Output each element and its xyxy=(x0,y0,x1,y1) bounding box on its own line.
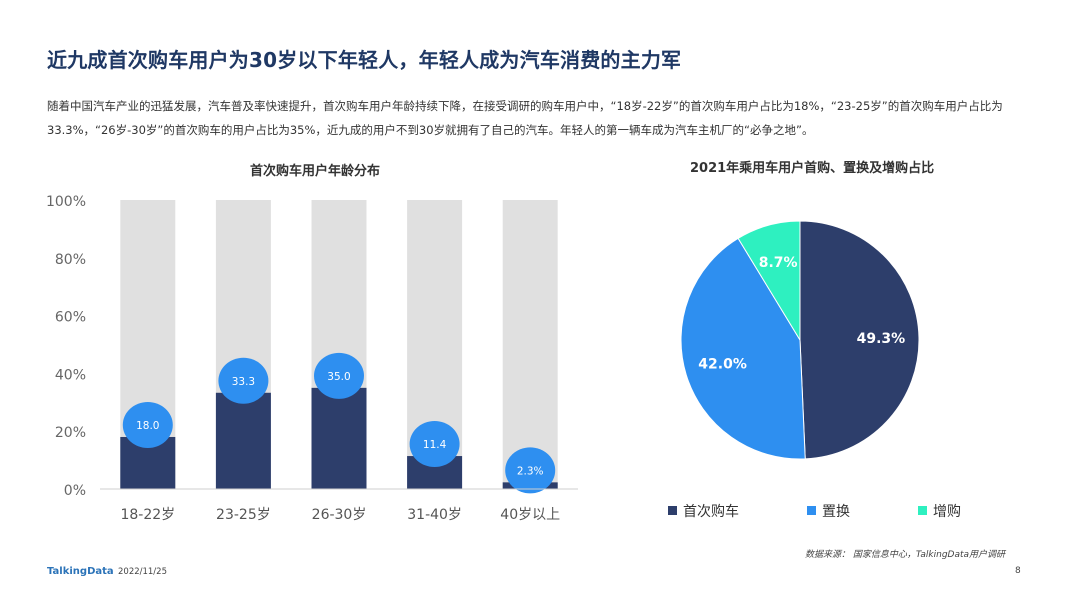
y-tick-label: 60% xyxy=(55,310,86,326)
data-label: 35.0 xyxy=(327,371,350,383)
legend-swatch xyxy=(668,506,677,515)
x-tick-label: 18-22岁 xyxy=(120,507,175,523)
data-source: 数据来源： 国家信息中心，TalkingData用户调研 xyxy=(805,550,1006,560)
data-label: 18.0 xyxy=(136,420,159,432)
data-label-bubble xyxy=(314,352,364,399)
y-tick-label: 80% xyxy=(55,252,86,268)
bar xyxy=(311,387,367,489)
y-tick-label: 0% xyxy=(64,483,86,499)
legend-label: 置换 xyxy=(822,504,850,520)
bar-background xyxy=(502,200,558,489)
legend-item-replacement: 置换 xyxy=(807,501,850,521)
data-label-bubble xyxy=(122,401,173,448)
pie-slice xyxy=(737,220,801,342)
x-tick-label: 40岁以上 xyxy=(500,507,560,523)
y-tick-label: 40% xyxy=(55,367,86,383)
data-label-bubble xyxy=(505,447,556,494)
talkingdata-logo: TalkingData xyxy=(47,566,114,577)
x-tick-label: 23-25岁 xyxy=(216,507,271,523)
pie-slice-label: 8.7% xyxy=(759,255,798,271)
data-label: 33.3 xyxy=(232,376,255,388)
legend-swatch xyxy=(918,506,927,515)
data-label: 2.3% xyxy=(517,465,544,477)
pie-slice xyxy=(799,220,920,460)
bar-chart-title: 首次购车用户年龄分布 xyxy=(250,164,381,179)
x-tick-label: 26-30岁 xyxy=(312,507,367,523)
legend-item-additional: 增购 xyxy=(918,501,961,521)
legend-label: 增购 xyxy=(933,504,961,520)
x-tick-label: 31-40岁 xyxy=(407,507,462,523)
data-label-bubble xyxy=(409,421,460,468)
y-tick-label: 20% xyxy=(55,425,86,441)
page-number: 8 xyxy=(1015,566,1021,576)
page-description: 随着中国汽车产业的迅猛发展，汽车普及率快速提升，首次购车用户年龄持续下降，在接受… xyxy=(47,99,1003,137)
pie-slice-label: 49.3% xyxy=(857,331,906,347)
pie-chart-title: 2021年乘用车用户首购、置换及增购占比 xyxy=(690,161,935,176)
legend-label: 首次购车 xyxy=(683,504,739,520)
data-label: 11.4 xyxy=(423,439,447,451)
data-label-bubble xyxy=(218,357,269,404)
legend-swatch xyxy=(807,506,816,515)
legend-item-first-purchase: 首次购车 xyxy=(668,501,739,521)
bar xyxy=(215,392,271,489)
pie-slice-label: 42.0% xyxy=(698,357,747,373)
page-title: 近九成首次购车用户为30岁以下年轻人，年轻人成为汽车消费的主力军 xyxy=(47,48,682,72)
y-tick-label: 100% xyxy=(46,194,86,210)
pie-slice xyxy=(680,237,806,460)
footer-date: 2022/11/25 xyxy=(118,567,167,577)
